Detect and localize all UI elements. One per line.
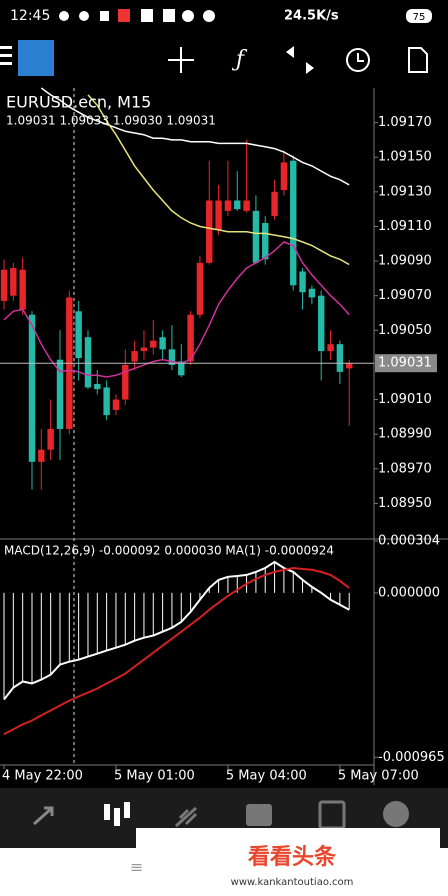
candle-body [252, 210, 260, 263]
candle-body [47, 428, 54, 450]
candle-body [122, 364, 129, 400]
candle-body [196, 262, 204, 315]
candle-body [234, 200, 241, 210]
candle-body [271, 191, 278, 217]
y-tick-label: 1.09090 [378, 254, 432, 269]
macd-line [3, 560, 350, 701]
y-tick-label: 1.09070 [378, 288, 432, 303]
nav-trade[interactable] [174, 806, 198, 828]
candle-body [336, 344, 344, 372]
y-tick-label: 1.09050 [378, 323, 432, 338]
candle-body [178, 361, 185, 376]
battery-level: 75 [413, 12, 426, 23]
y-tick-label: 1.09130 [378, 184, 432, 199]
candle-body [28, 314, 36, 462]
moving-average [87, 94, 350, 266]
app-logo[interactable] [18, 40, 54, 76]
candle-body [187, 314, 194, 362]
toolbar: ƒ [0, 40, 428, 76]
x-tick-label: 5 May 04:00 [226, 769, 307, 784]
x-tick-label: 4 May 22:00 [2, 769, 83, 784]
last-price-box [375, 354, 437, 373]
candle-body [224, 200, 232, 211]
status-icons [59, 9, 215, 22]
candle-body [10, 268, 17, 296]
plot-layer: 1.09170 1.09150 1.09130 1.09110 1.09090 1.090… [0, 87, 448, 785]
history-button[interactable] [346, 48, 370, 72]
candle-body [206, 200, 213, 263]
candle-body [159, 337, 166, 350]
candle-body [280, 162, 288, 191]
y-tick-label: 0.000304 [378, 534, 440, 549]
candle-body [56, 359, 64, 429]
watermark-box [136, 828, 440, 896]
candle-body [19, 269, 26, 310]
candle-body [262, 223, 269, 260]
crosshair-button[interactable] [168, 47, 194, 73]
net-speed: 24.5K/s [284, 9, 339, 24]
y-tick-label: 1.09010 [378, 392, 432, 407]
y-tick-label: 1.08950 [378, 496, 432, 511]
status-time: 12:45 [10, 8, 50, 24]
chart-title: EURUSD.ecn, M15 [6, 93, 151, 112]
candle-body [327, 344, 334, 352]
battery [406, 9, 432, 23]
watermark-url: www.kankantoutiao.com [231, 877, 354, 888]
ohlc-readout: 1.09031 1.09033 1.09030 1.09031 [6, 114, 216, 128]
candle-body [112, 399, 120, 410]
candle-body [150, 340, 157, 348]
nav-chart[interactable] [104, 802, 130, 826]
y-tick-label: -0.000965 [378, 750, 445, 765]
last-price-label: 1.09031 [378, 356, 432, 371]
candle-body [308, 288, 316, 298]
candle-body [75, 311, 82, 358]
candle-body [318, 295, 325, 352]
macd-title: MACD(12,26,9) -0.000092 0.000030 MA(1) -… [4, 544, 334, 558]
candle-body [94, 383, 101, 390]
y-tick-label: 1.09150 [378, 150, 432, 165]
candle-body [103, 387, 110, 416]
nav-messages[interactable] [383, 801, 409, 827]
history-hand [357, 53, 364, 62]
watermark-title: 看看头条 [248, 844, 337, 870]
indicator-button[interactable]: ƒ [231, 47, 248, 72]
y-tick-label: 1.09170 [378, 115, 432, 130]
x-tick-label: 5 May 07:00 [338, 769, 419, 784]
candle-body [346, 363, 353, 369]
candle-body [131, 351, 138, 362]
status-bar [0, 0, 448, 30]
x-tick-label: 5 May 01:00 [114, 769, 195, 784]
candle-body [215, 200, 222, 230]
candle-body [38, 449, 45, 462]
signal-line [3, 566, 350, 736]
candle-body [243, 200, 250, 211]
candle-body [140, 347, 148, 352]
trade-button[interactable] [286, 46, 314, 74]
new-order-button[interactable] [408, 47, 428, 73]
candle-body [290, 160, 297, 286]
moving-average [3, 241, 350, 378]
y-tick-label: 0.000000 [378, 585, 440, 600]
candle-body [168, 349, 176, 365]
y-tick-label: 1.09110 [378, 219, 432, 234]
moving-average [40, 87, 350, 186]
nav-quotes[interactable] [33, 806, 54, 826]
candle-body [299, 271, 306, 293]
y-tick-label: 1.08970 [378, 461, 432, 476]
home-handle[interactable]: ≡ [130, 858, 143, 877]
candle-body [0, 269, 8, 301]
y-tick-label: 1.08990 [378, 427, 432, 442]
candle-body [84, 337, 92, 388]
nav-history[interactable] [246, 804, 272, 826]
